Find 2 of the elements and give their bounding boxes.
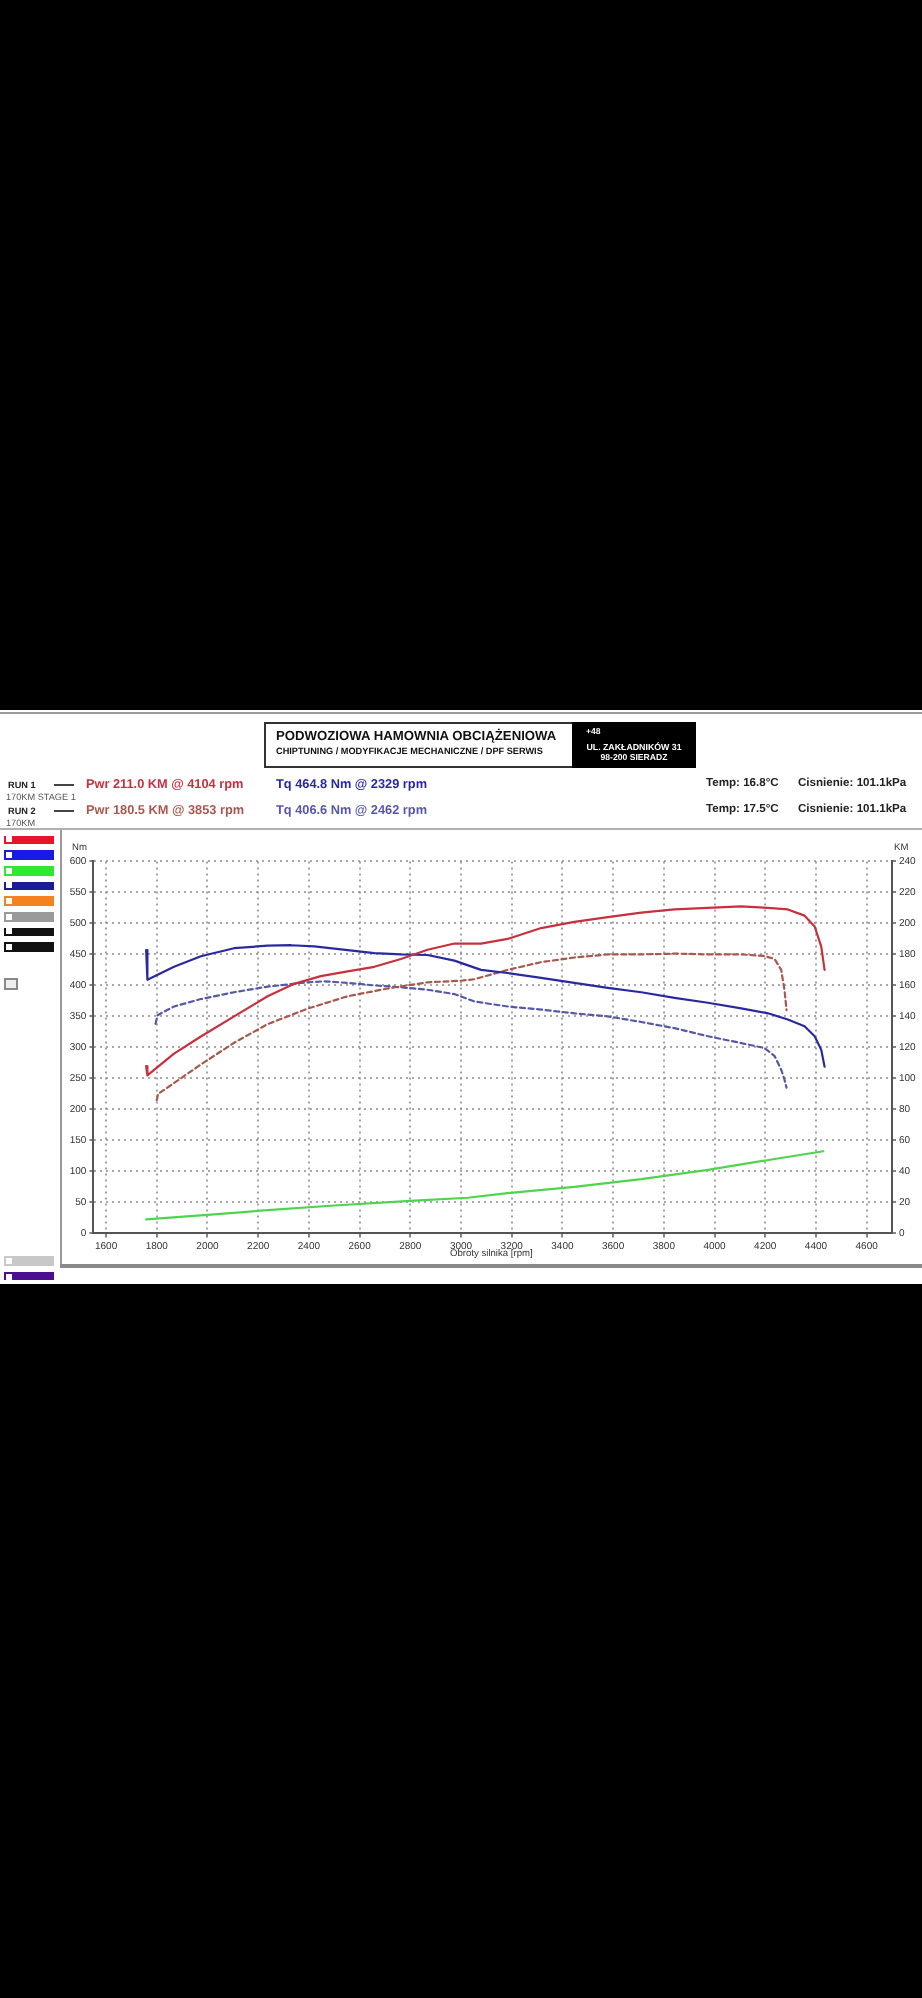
- line-series: [155, 952, 788, 1102]
- line-series: [154, 980, 788, 1089]
